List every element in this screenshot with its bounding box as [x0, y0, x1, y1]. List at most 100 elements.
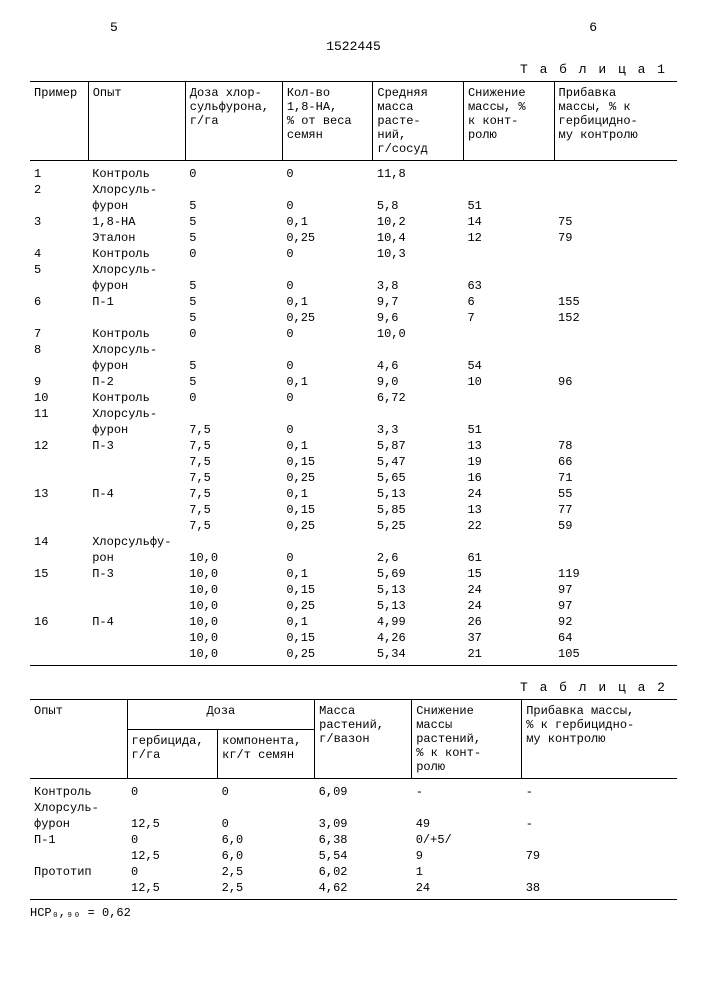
table-cell: 0	[282, 246, 373, 262]
table-cell	[373, 262, 464, 278]
table-cell: 152	[554, 310, 677, 326]
table-cell: 5,54	[315, 848, 412, 864]
table-row: Прототип02,56,021	[30, 864, 677, 880]
table-cell: Прототип	[30, 864, 127, 880]
table-cell: 22	[463, 518, 554, 534]
table-cell	[522, 800, 677, 816]
table-cell: 0,1	[282, 374, 373, 390]
table-cell: 96	[554, 374, 677, 390]
table-cell: 6,02	[315, 864, 412, 880]
table-cell	[554, 342, 677, 358]
table-cell: 5,34	[373, 646, 464, 666]
table-cell	[463, 326, 554, 342]
table-cell: 0,1	[282, 294, 373, 310]
table-cell: 0	[282, 390, 373, 406]
table-cell	[282, 406, 373, 422]
table-cell: 24	[463, 582, 554, 598]
table-row: 4Контроль0010,3	[30, 246, 677, 262]
table-cell: 10	[463, 374, 554, 390]
table-cell: 5	[30, 262, 88, 278]
table-cell: П-1	[88, 294, 185, 310]
table-cell: 12,5	[127, 880, 218, 900]
table-cell: Хлорсуль-	[88, 182, 185, 198]
table-cell	[463, 182, 554, 198]
table-cell: 4	[30, 246, 88, 262]
table-cell: 0,1	[282, 614, 373, 630]
table-cell: 0,25	[282, 310, 373, 326]
table-cell: 63	[463, 278, 554, 294]
document-number: 1522445	[30, 39, 677, 54]
table-cell: 5	[185, 294, 282, 310]
table-cell	[463, 246, 554, 262]
table-cell: 10,0	[185, 630, 282, 646]
table-row: 7,50,155,471966	[30, 454, 677, 470]
table-cell	[185, 342, 282, 358]
table-cell	[30, 502, 88, 518]
table-cell	[554, 246, 677, 262]
table-cell: 24	[463, 598, 554, 614]
table-cell: 12,5	[127, 848, 218, 864]
table-row: Контроль006,09--	[30, 779, 677, 801]
page-num-right: 6	[589, 20, 597, 35]
table-cell	[185, 182, 282, 198]
table-cell: 2,6	[373, 550, 464, 566]
table-cell: 0,1	[282, 486, 373, 502]
table-cell	[463, 262, 554, 278]
table-cell: 49	[412, 816, 522, 832]
table-row: фурон505,851	[30, 198, 677, 214]
table-cell: 64	[554, 630, 677, 646]
table1-label: Т а б л и ц а 1	[30, 62, 677, 77]
table-cell	[30, 646, 88, 666]
table-cell	[88, 310, 185, 326]
table-cell	[282, 262, 373, 278]
table1-h4: Кол-во 1,8-НА, % от веса семян	[282, 82, 373, 161]
table-cell: 0	[282, 422, 373, 438]
table-cell: 59	[554, 518, 677, 534]
table2-label: Т а б л и ц а 2	[30, 680, 677, 695]
table-cell	[30, 422, 88, 438]
table-cell	[185, 262, 282, 278]
table-cell: П-1	[30, 832, 127, 848]
table-cell: 19	[463, 454, 554, 470]
table-cell	[30, 582, 88, 598]
table-cell	[30, 358, 88, 374]
table-cell: 9,0	[373, 374, 464, 390]
table1: Пример Опыт Доза хлор- сульфурона, г/га …	[30, 81, 677, 666]
table2-h4: Снижение массы растений, % к конт- ролю	[412, 700, 522, 779]
table-row: 16П-410,00,14,992692	[30, 614, 677, 630]
table-cell	[88, 470, 185, 486]
table-cell: П-3	[88, 438, 185, 454]
table-cell: 10,3	[373, 246, 464, 262]
table-cell	[554, 326, 677, 342]
table-cell: 7,5	[185, 486, 282, 502]
table-cell: 21	[463, 646, 554, 666]
table-cell: 9,6	[373, 310, 464, 326]
table-cell: 5,13	[373, 486, 464, 502]
table-cell: 5	[185, 230, 282, 246]
table-cell: 0	[282, 161, 373, 183]
table-cell: 79	[522, 848, 677, 864]
table-cell	[463, 390, 554, 406]
table-cell: 9,7	[373, 294, 464, 310]
table-cell: 5,69	[373, 566, 464, 582]
table-row: 10,00,154,263764	[30, 630, 677, 646]
table-cell	[373, 182, 464, 198]
table-cell: 6,0	[218, 832, 315, 848]
table-cell: 10,0	[185, 598, 282, 614]
table-row: 13П-47,50,15,132455	[30, 486, 677, 502]
footnote: НСР₀,₉₀ = 0,62	[30, 906, 677, 920]
table-cell	[30, 454, 88, 470]
table-cell: 51	[463, 198, 554, 214]
table-cell: 10,4	[373, 230, 464, 246]
table-cell: Хлорсульфу-	[88, 534, 185, 550]
table-cell: 10,0	[185, 550, 282, 566]
table-cell: 6,09	[315, 779, 412, 801]
table-cell: 6,38	[315, 832, 412, 848]
table-cell: -	[412, 779, 522, 801]
table2-h3: Масса растений, г/вазон	[315, 700, 412, 779]
table-cell	[30, 880, 127, 900]
table-cell: 61	[463, 550, 554, 566]
table-cell: 0	[282, 326, 373, 342]
table-cell	[88, 582, 185, 598]
table-cell: 6	[30, 294, 88, 310]
